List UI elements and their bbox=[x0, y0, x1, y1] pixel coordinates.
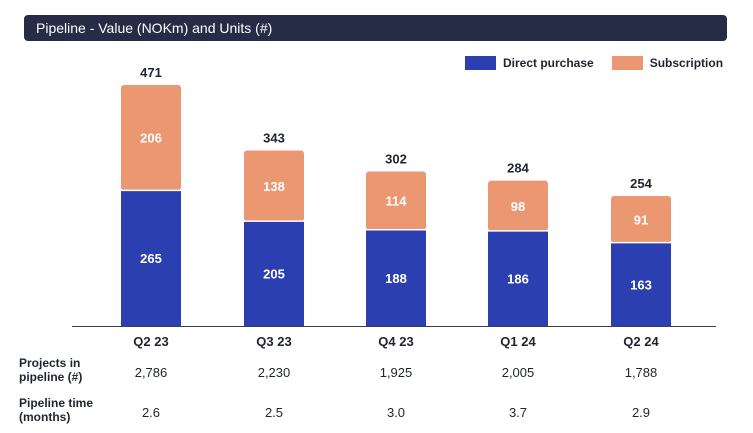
bar-subscription-4 bbox=[611, 196, 671, 243]
x-tick-label-4: Q2 24 bbox=[623, 334, 659, 349]
bar-subscription-1 bbox=[244, 150, 304, 222]
bar-direct-purchase-1 bbox=[244, 221, 304, 326]
chart-title-bar: Pipeline - Value (NOKm) and Units (#) bbox=[24, 15, 727, 41]
data-label-subscription-0: 206 bbox=[140, 131, 162, 146]
bar-direct-purchase-4 bbox=[611, 242, 671, 326]
data-label-direct-purchase-1: 205 bbox=[263, 267, 285, 282]
table-cell-1-2: 3.0 bbox=[386, 405, 406, 420]
table-cell-1-4: 2.9 bbox=[631, 405, 651, 420]
legend: Direct purchase Subscription bbox=[465, 55, 741, 71]
total-label-2: 302 bbox=[385, 151, 407, 166]
row-label-pipeline-time-line1: Pipeline time bbox=[19, 396, 94, 410]
row-label-projects-line1: Projects in bbox=[19, 356, 81, 370]
data-label-subscription-1: 138 bbox=[263, 179, 285, 194]
data-label-direct-purchase-2: 188 bbox=[385, 271, 407, 286]
data-label-direct-purchase-3: 186 bbox=[507, 271, 529, 286]
legend-swatch-subscription bbox=[611, 56, 643, 70]
bar-subscription-2 bbox=[366, 171, 426, 230]
total-label-3: 284 bbox=[507, 161, 529, 176]
total-label-1: 343 bbox=[263, 130, 285, 145]
table-cell-1-0: 2.6 bbox=[141, 405, 161, 420]
x-tick-label-2: Q4 23 bbox=[378, 334, 413, 349]
table-cell-1-3: 3.7 bbox=[508, 405, 528, 420]
data-label-direct-purchase-4: 163 bbox=[630, 277, 652, 292]
row-label-projects: Projects in pipeline (#) bbox=[19, 356, 82, 384]
data-label-subscription-4: 91 bbox=[634, 212, 648, 227]
data-label-subscription-2: 114 bbox=[386, 194, 408, 209]
bar-direct-purchase-0 bbox=[121, 190, 181, 326]
total-label-4: 254 bbox=[630, 176, 652, 191]
row-label-projects-line2: pipeline (#) bbox=[19, 370, 83, 384]
table-cell-0-2: 1,925 bbox=[379, 365, 413, 380]
bar-direct-purchase-3 bbox=[488, 230, 548, 326]
table-cell-0-3: 2,005 bbox=[501, 365, 535, 380]
data-label-subscription-3: 98 bbox=[511, 199, 525, 214]
table-cell-0-1: 2,230 bbox=[257, 365, 291, 380]
table-cell-0-4: 1,788 bbox=[624, 365, 658, 380]
bar-subscription-3 bbox=[488, 180, 548, 231]
legend-label-direct-purchase: Direct purchase bbox=[503, 56, 594, 70]
x-tick-label-0: Q2 23 bbox=[133, 334, 168, 349]
x-tick-label-1: Q3 23 bbox=[256, 334, 291, 349]
legend-item-subscription: Subscription bbox=[611, 56, 724, 70]
bar-subscription-0 bbox=[121, 85, 181, 191]
table-cell-0-0: 2,786 bbox=[134, 365, 168, 380]
data-label-direct-purchase-0: 265 bbox=[140, 251, 162, 266]
legend-item-direct-purchase: Direct purchase bbox=[465, 56, 594, 70]
legend-label-subscription: Subscription bbox=[649, 56, 724, 70]
row-label-pipeline-time: Pipeline time (months) bbox=[19, 396, 93, 424]
chart-title: Pipeline - Value (NOKm) and Units (#) bbox=[36, 20, 273, 36]
row-label-pipeline-time-line2: (months) bbox=[19, 410, 71, 424]
legend-swatch-direct-purchase bbox=[465, 56, 496, 70]
total-label-0: 471 bbox=[140, 65, 162, 80]
bar-direct-purchase-2 bbox=[366, 229, 426, 326]
x-tick-label-3: Q1 24 bbox=[500, 334, 536, 349]
table-cell-1-1: 2.5 bbox=[264, 405, 284, 420]
